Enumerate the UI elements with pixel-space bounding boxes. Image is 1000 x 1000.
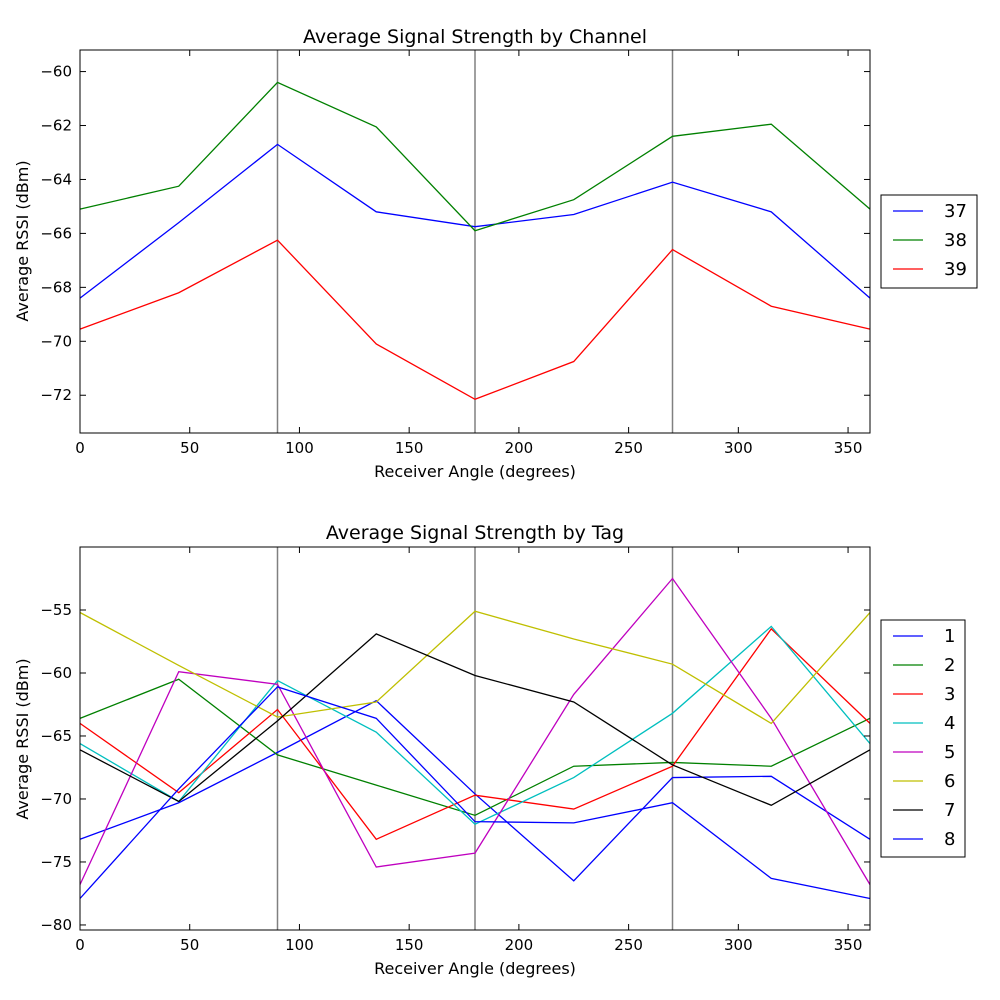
series-line-6 — [79, 610, 871, 725]
chart-title: Average Signal Strength by Tag — [326, 522, 624, 544]
y-tick-label: −66 — [40, 224, 72, 242]
x-tick-label: 200 — [505, 439, 534, 457]
y-tick-label: −60 — [40, 664, 72, 682]
x-tick-label: 350 — [834, 936, 863, 954]
x-tick-label: 50 — [180, 439, 199, 457]
chart-title: Average Signal Strength by Channel — [303, 26, 647, 48]
x-tick-label: 0 — [75, 439, 85, 457]
series-line-8 — [79, 686, 871, 900]
legend-label: 6 — [944, 771, 955, 792]
x-tick-label: 150 — [395, 439, 424, 457]
legend-label: 38 — [944, 230, 967, 251]
plot-frame — [79, 546, 871, 931]
legend-box — [880, 619, 966, 858]
series-line-4 — [79, 625, 871, 825]
x-tick-label: 250 — [614, 439, 643, 457]
legend-label: 4 — [944, 713, 955, 734]
legend-label: 2 — [944, 655, 955, 676]
x-axis-label: Receiver Angle (degrees) — [374, 959, 576, 978]
legend-label: 1 — [944, 626, 955, 647]
y-tick-label: −65 — [40, 727, 72, 745]
y-axis-label: Average RSSI (dBm) — [13, 160, 32, 321]
y-tick-label: −80 — [40, 916, 72, 934]
plot-area: 0 50 100 150 200 250 300 350 −72 −70 −68 −66 −64 −62 −… — [40, 49, 978, 457]
plot-frame — [79, 49, 871, 434]
chart-tag: Average Signal Strength by Tag Receiver … — [13, 522, 966, 978]
series-line-2 — [79, 678, 871, 817]
x-tick-label: 300 — [724, 936, 753, 954]
y-tick-label: −60 — [40, 63, 72, 81]
plot-area: 0 50 100 150 200 250 300 350 −80 −75 −70 −65 −60 −55 1… — [40, 546, 966, 954]
x-tick-label: 0 — [75, 936, 85, 954]
y-axis-label: Average RSSI (dBm) — [13, 658, 32, 819]
legend: 37 38 39 — [880, 194, 978, 289]
legend-label: 5 — [944, 742, 955, 763]
legend-label: 8 — [944, 829, 955, 850]
series-line-3 — [79, 627, 871, 841]
legend-label: 7 — [944, 800, 955, 821]
series-line-7 — [79, 633, 871, 806]
series-line-38 — [79, 81, 871, 232]
x-axis-label: Receiver Angle (degrees) — [374, 462, 576, 481]
y-tick-label: −64 — [40, 170, 72, 188]
series-line-39 — [79, 239, 871, 401]
series-line-1 — [79, 699, 871, 882]
x-tick-label: 200 — [505, 936, 534, 954]
x-tick-label: 100 — [285, 439, 314, 457]
y-tick-label: −70 — [40, 790, 72, 808]
series-line-5 — [79, 577, 871, 885]
y-tick-label: −62 — [40, 117, 72, 135]
x-tick-label: 300 — [724, 439, 753, 457]
legend: 1 2 3 4 5 6 7 8 — [880, 619, 966, 858]
x-tick-label: 150 — [395, 936, 424, 954]
y-tick-label: −75 — [40, 853, 72, 871]
y-tick-label: −70 — [40, 332, 72, 350]
y-tick-label: −55 — [40, 601, 72, 619]
legend-label: 3 — [944, 684, 955, 705]
y-tick-label: −72 — [40, 386, 72, 404]
chart-channel: Average Signal Strength by Channel Recei… — [13, 26, 978, 481]
x-tick-label: 100 — [285, 936, 314, 954]
x-tick-label: 350 — [834, 439, 863, 457]
legend-label: 39 — [944, 259, 967, 280]
y-tick-label: −68 — [40, 278, 72, 296]
x-tick-label: 50 — [180, 936, 199, 954]
series-line-37 — [79, 143, 871, 299]
x-tick-label: 250 — [614, 936, 643, 954]
legend-label: 37 — [944, 201, 967, 222]
